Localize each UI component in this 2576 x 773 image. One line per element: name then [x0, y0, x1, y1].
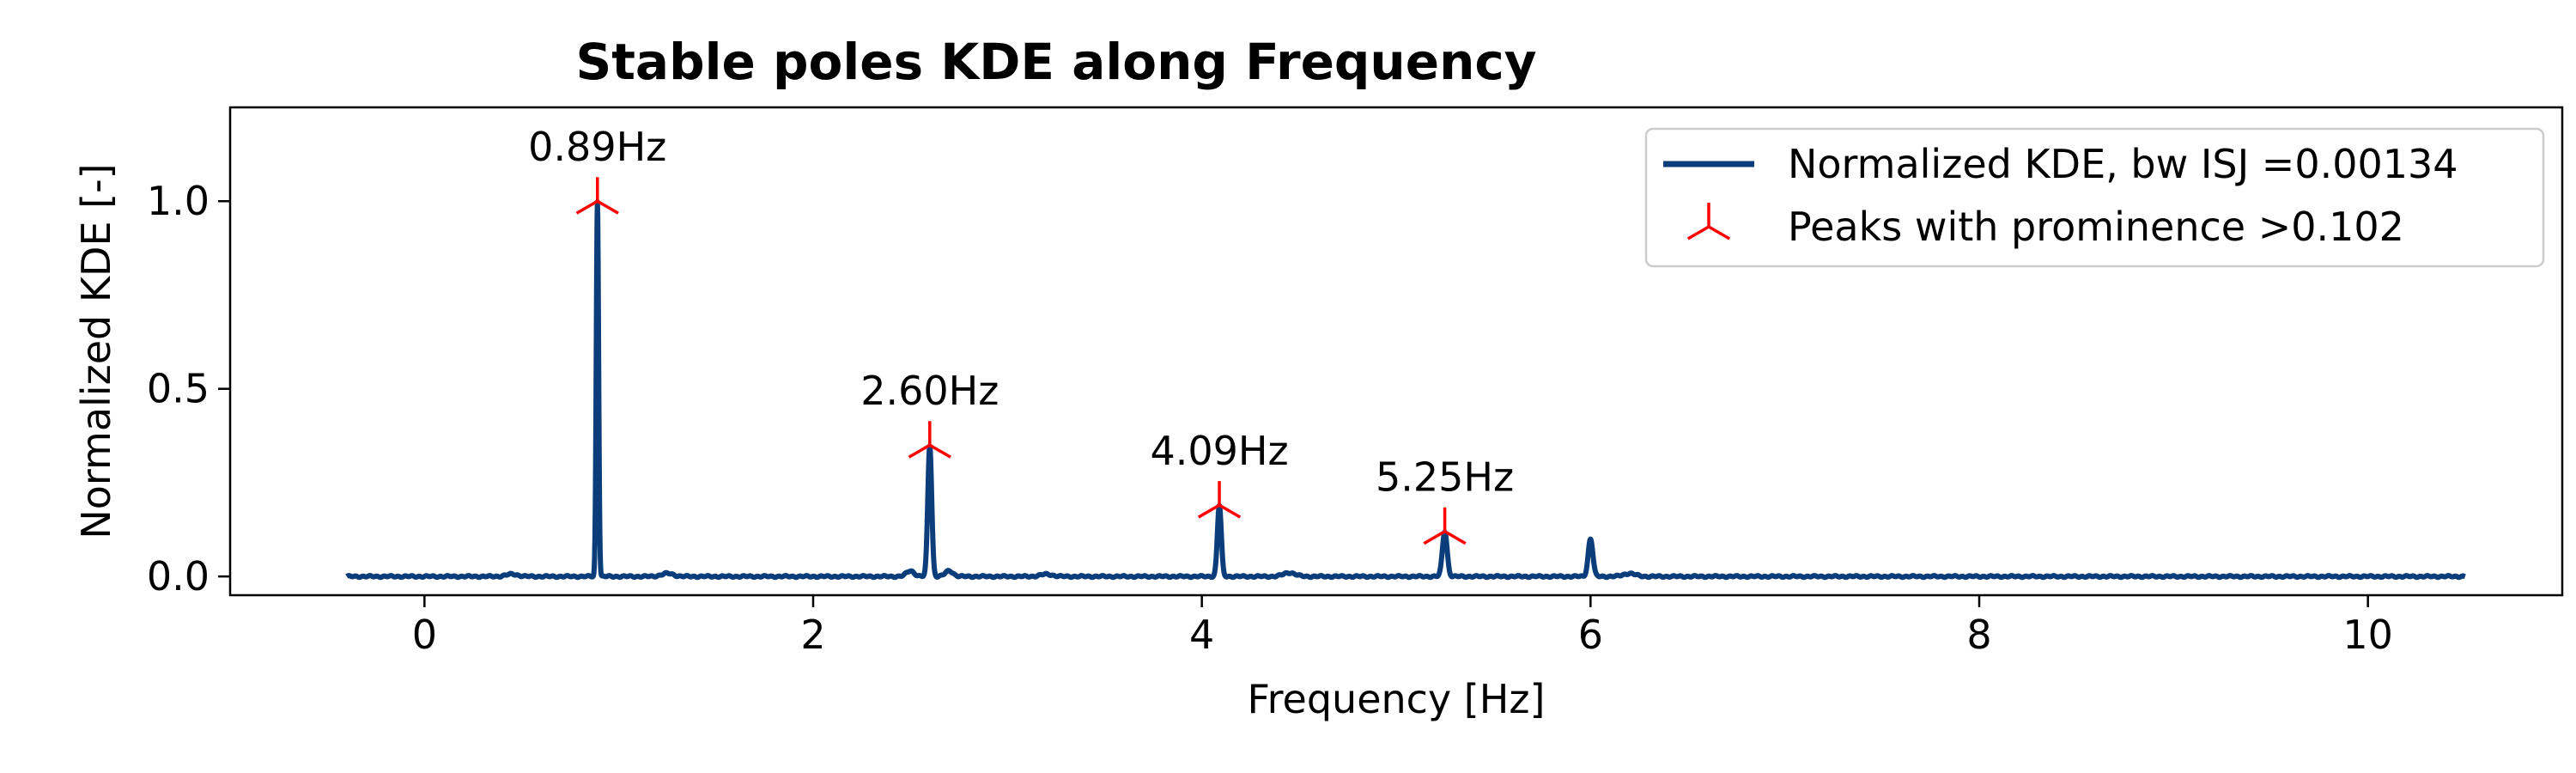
peak-marker — [1197, 481, 1242, 519]
y-axis-label: Normalized KDE [-] — [73, 163, 119, 539]
peak-marker — [908, 421, 951, 459]
x-tick-label: 0 — [412, 612, 437, 658]
x-tick-label: 4 — [1189, 612, 1214, 658]
legend: Normalized KDE, bw ISJ =0.00134 Peaks wi… — [1644, 127, 2545, 268]
peak-label: 5.25Hz — [1376, 454, 1514, 501]
chart-title: Stable poles KDE along Frequency — [575, 33, 1536, 91]
peak-marker — [575, 177, 619, 215]
peak-annotations: 0.89Hz 2.60Hz 4.09Hz 5.25Hz — [528, 124, 1514, 545]
x-tick-label: 2 — [800, 612, 825, 658]
legend-peak-marker-swatch — [1686, 203, 1731, 240]
peak-label: 0.89Hz — [528, 124, 666, 170]
legend-entry-peaks: Peaks with prominence >0.102 — [1788, 204, 2404, 250]
legend-entry-kde: Normalized KDE, bw ISJ =0.00134 — [1788, 141, 2458, 187]
x-axis-label: Frequency [Hz] — [1248, 676, 1546, 722]
legend-tri-marker — [1686, 203, 1731, 240]
x-axis: 0 2 4 6 8 10 — [412, 595, 2393, 658]
peak-marker — [1423, 507, 1467, 545]
x-tick-label: 6 — [1578, 612, 1603, 658]
peak-label: 4.09Hz — [1150, 428, 1288, 474]
kde-series-line — [344, 199, 2468, 581]
y-tick-label: 0.5 — [147, 366, 210, 412]
legend-box — [1644, 127, 2545, 268]
y-axis: 0.0 0.5 1.0 — [147, 178, 230, 600]
y-tick-label: 1.0 — [147, 178, 210, 224]
plot-area — [344, 199, 2468, 581]
x-tick-label: 10 — [2342, 612, 2393, 658]
plot-frame — [228, 106, 2564, 597]
peak-label: 2.60Hz — [860, 368, 999, 414]
x-tick-label: 8 — [1966, 612, 1991, 658]
y-tick-label: 0.0 — [147, 553, 210, 600]
